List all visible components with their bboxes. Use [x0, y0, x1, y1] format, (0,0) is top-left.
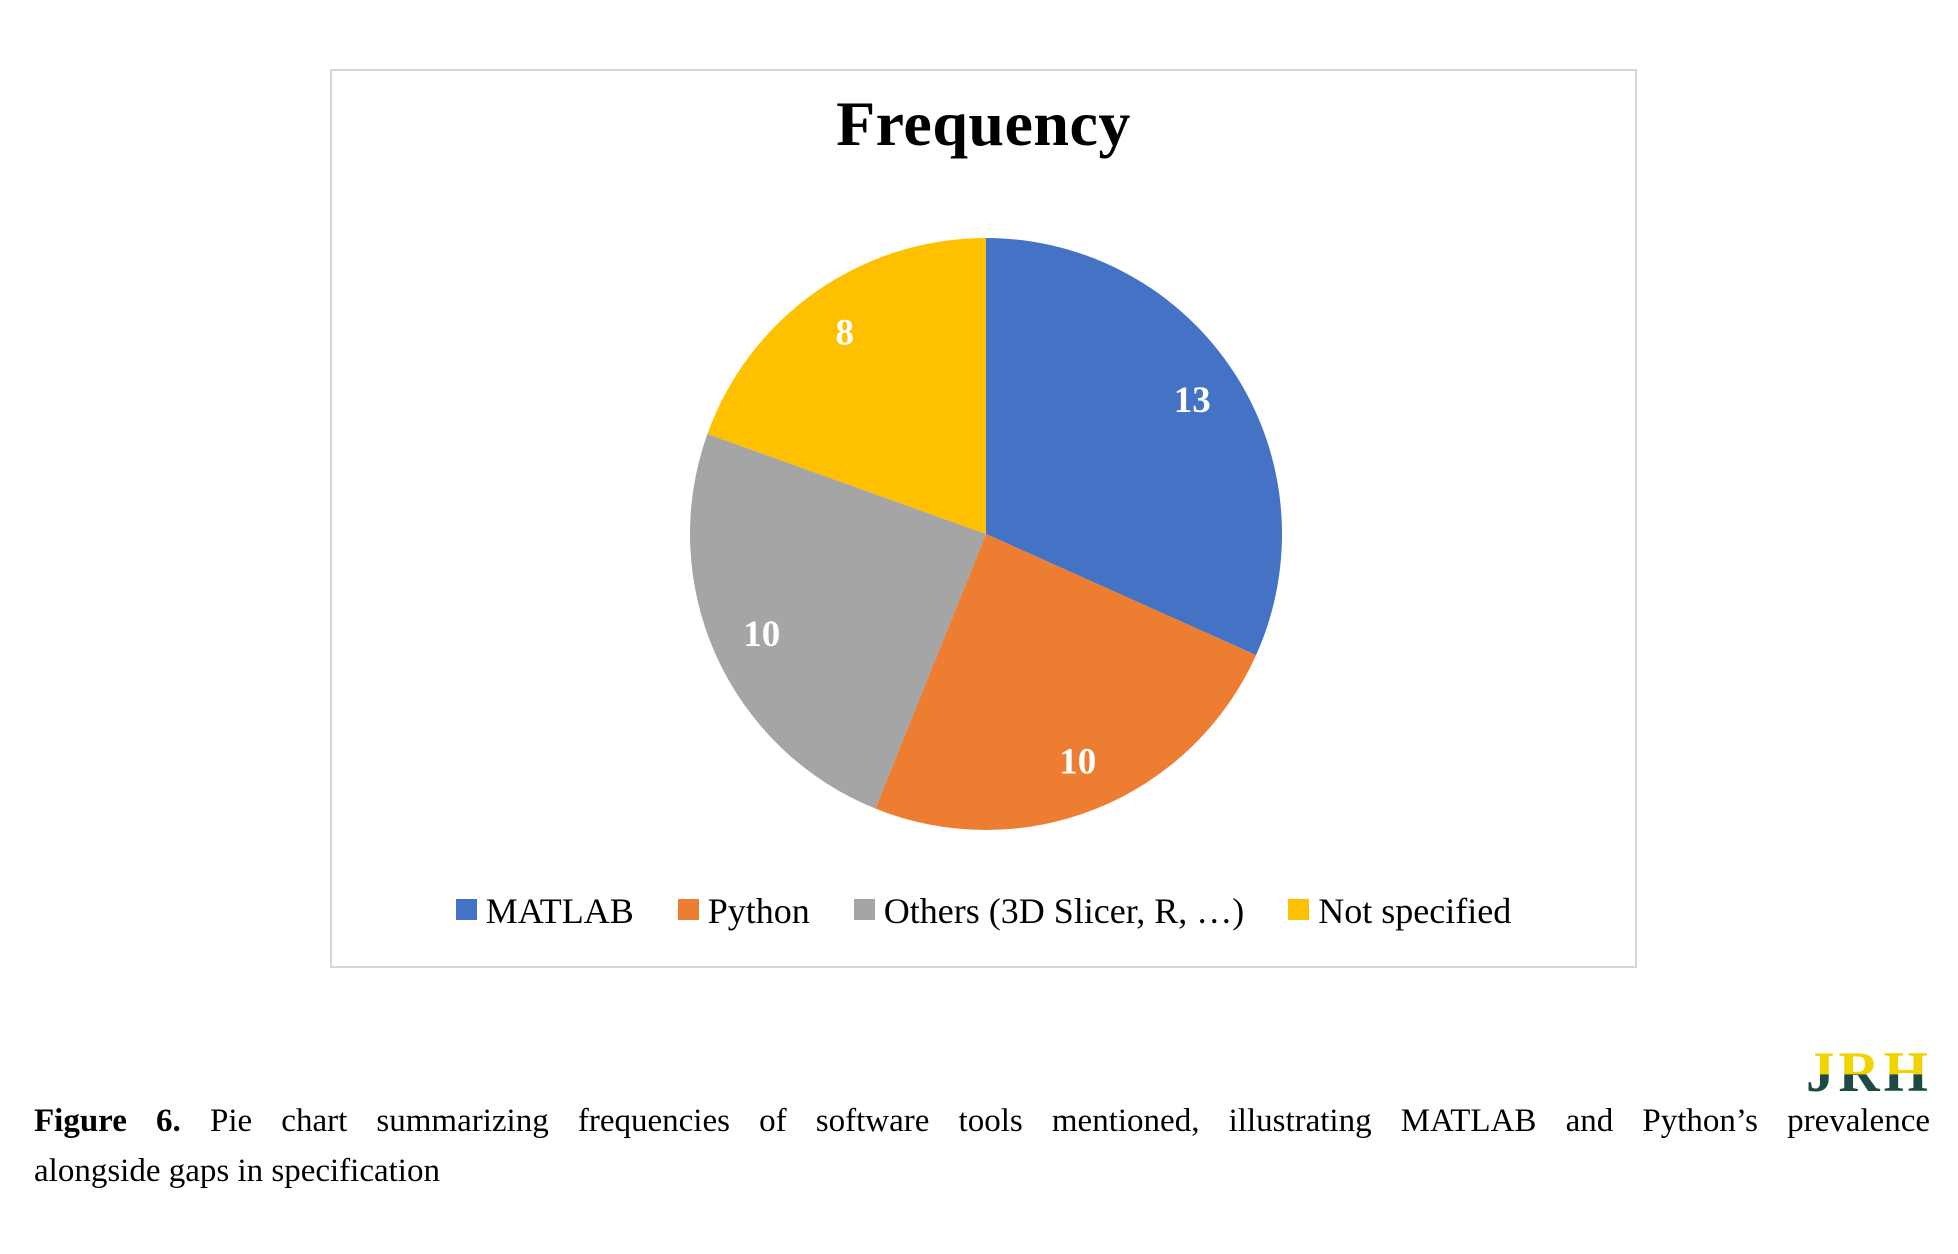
pie-data-label: 10 — [743, 614, 780, 655]
figure-caption: Figure 6. Pie chart summarizing frequenc… — [34, 1096, 1930, 1196]
caption-text-line2: alongside gaps in specification — [34, 1153, 440, 1189]
pie-data-label: 8 — [835, 313, 854, 354]
legend-label: Python — [707, 891, 810, 931]
pie-data-label: 13 — [1174, 380, 1211, 421]
pie-slice-matlab — [986, 238, 1282, 656]
pie-chart: 13 10 10 8 — [689, 238, 1282, 830]
caption-line-1: Figure 6. Pie chart summarizing frequenc… — [34, 1096, 1930, 1146]
legend: MATLAB Python Others (3D Slicer, R, …) Not … — [330, 888, 1637, 934]
legend-item: Others (3D Slicer, R, …) — [853, 888, 1245, 934]
legend-item: Not specified — [1288, 888, 1511, 934]
legend-label: Others (3D Slicer, R, …) — [883, 891, 1245, 931]
pie-slice-not-specified — [707, 238, 986, 534]
caption-text-line1: Pie chart summarizing frequencies of sof… — [209, 1103, 1930, 1139]
legend-swatch — [455, 898, 477, 920]
legend-swatch — [677, 898, 699, 920]
pie-data-label: 10 — [1059, 741, 1096, 782]
jrh-logo-top: JRH — [1806, 1041, 1932, 1104]
jrh-logo: JRH JRH — [1806, 1040, 1936, 1112]
pie-slice-python — [875, 534, 1257, 830]
legend-label: Not specified — [1318, 891, 1512, 931]
caption-figure-label: Figure 6. — [34, 1103, 181, 1139]
legend-label: MATLAB — [485, 891, 634, 931]
pie-slice-others-3d-slicer-r — [689, 433, 986, 809]
legend-swatch — [853, 898, 875, 920]
legend-item: Python — [677, 888, 810, 934]
jrh-logo-bottom: JRH — [1806, 1041, 1932, 1104]
legend-swatch — [1288, 898, 1310, 920]
legend-item: MATLAB — [455, 888, 634, 934]
chart-title: Frequency — [836, 88, 1131, 159]
caption-line-2: alongside gaps in specification — [34, 1146, 1930, 1196]
